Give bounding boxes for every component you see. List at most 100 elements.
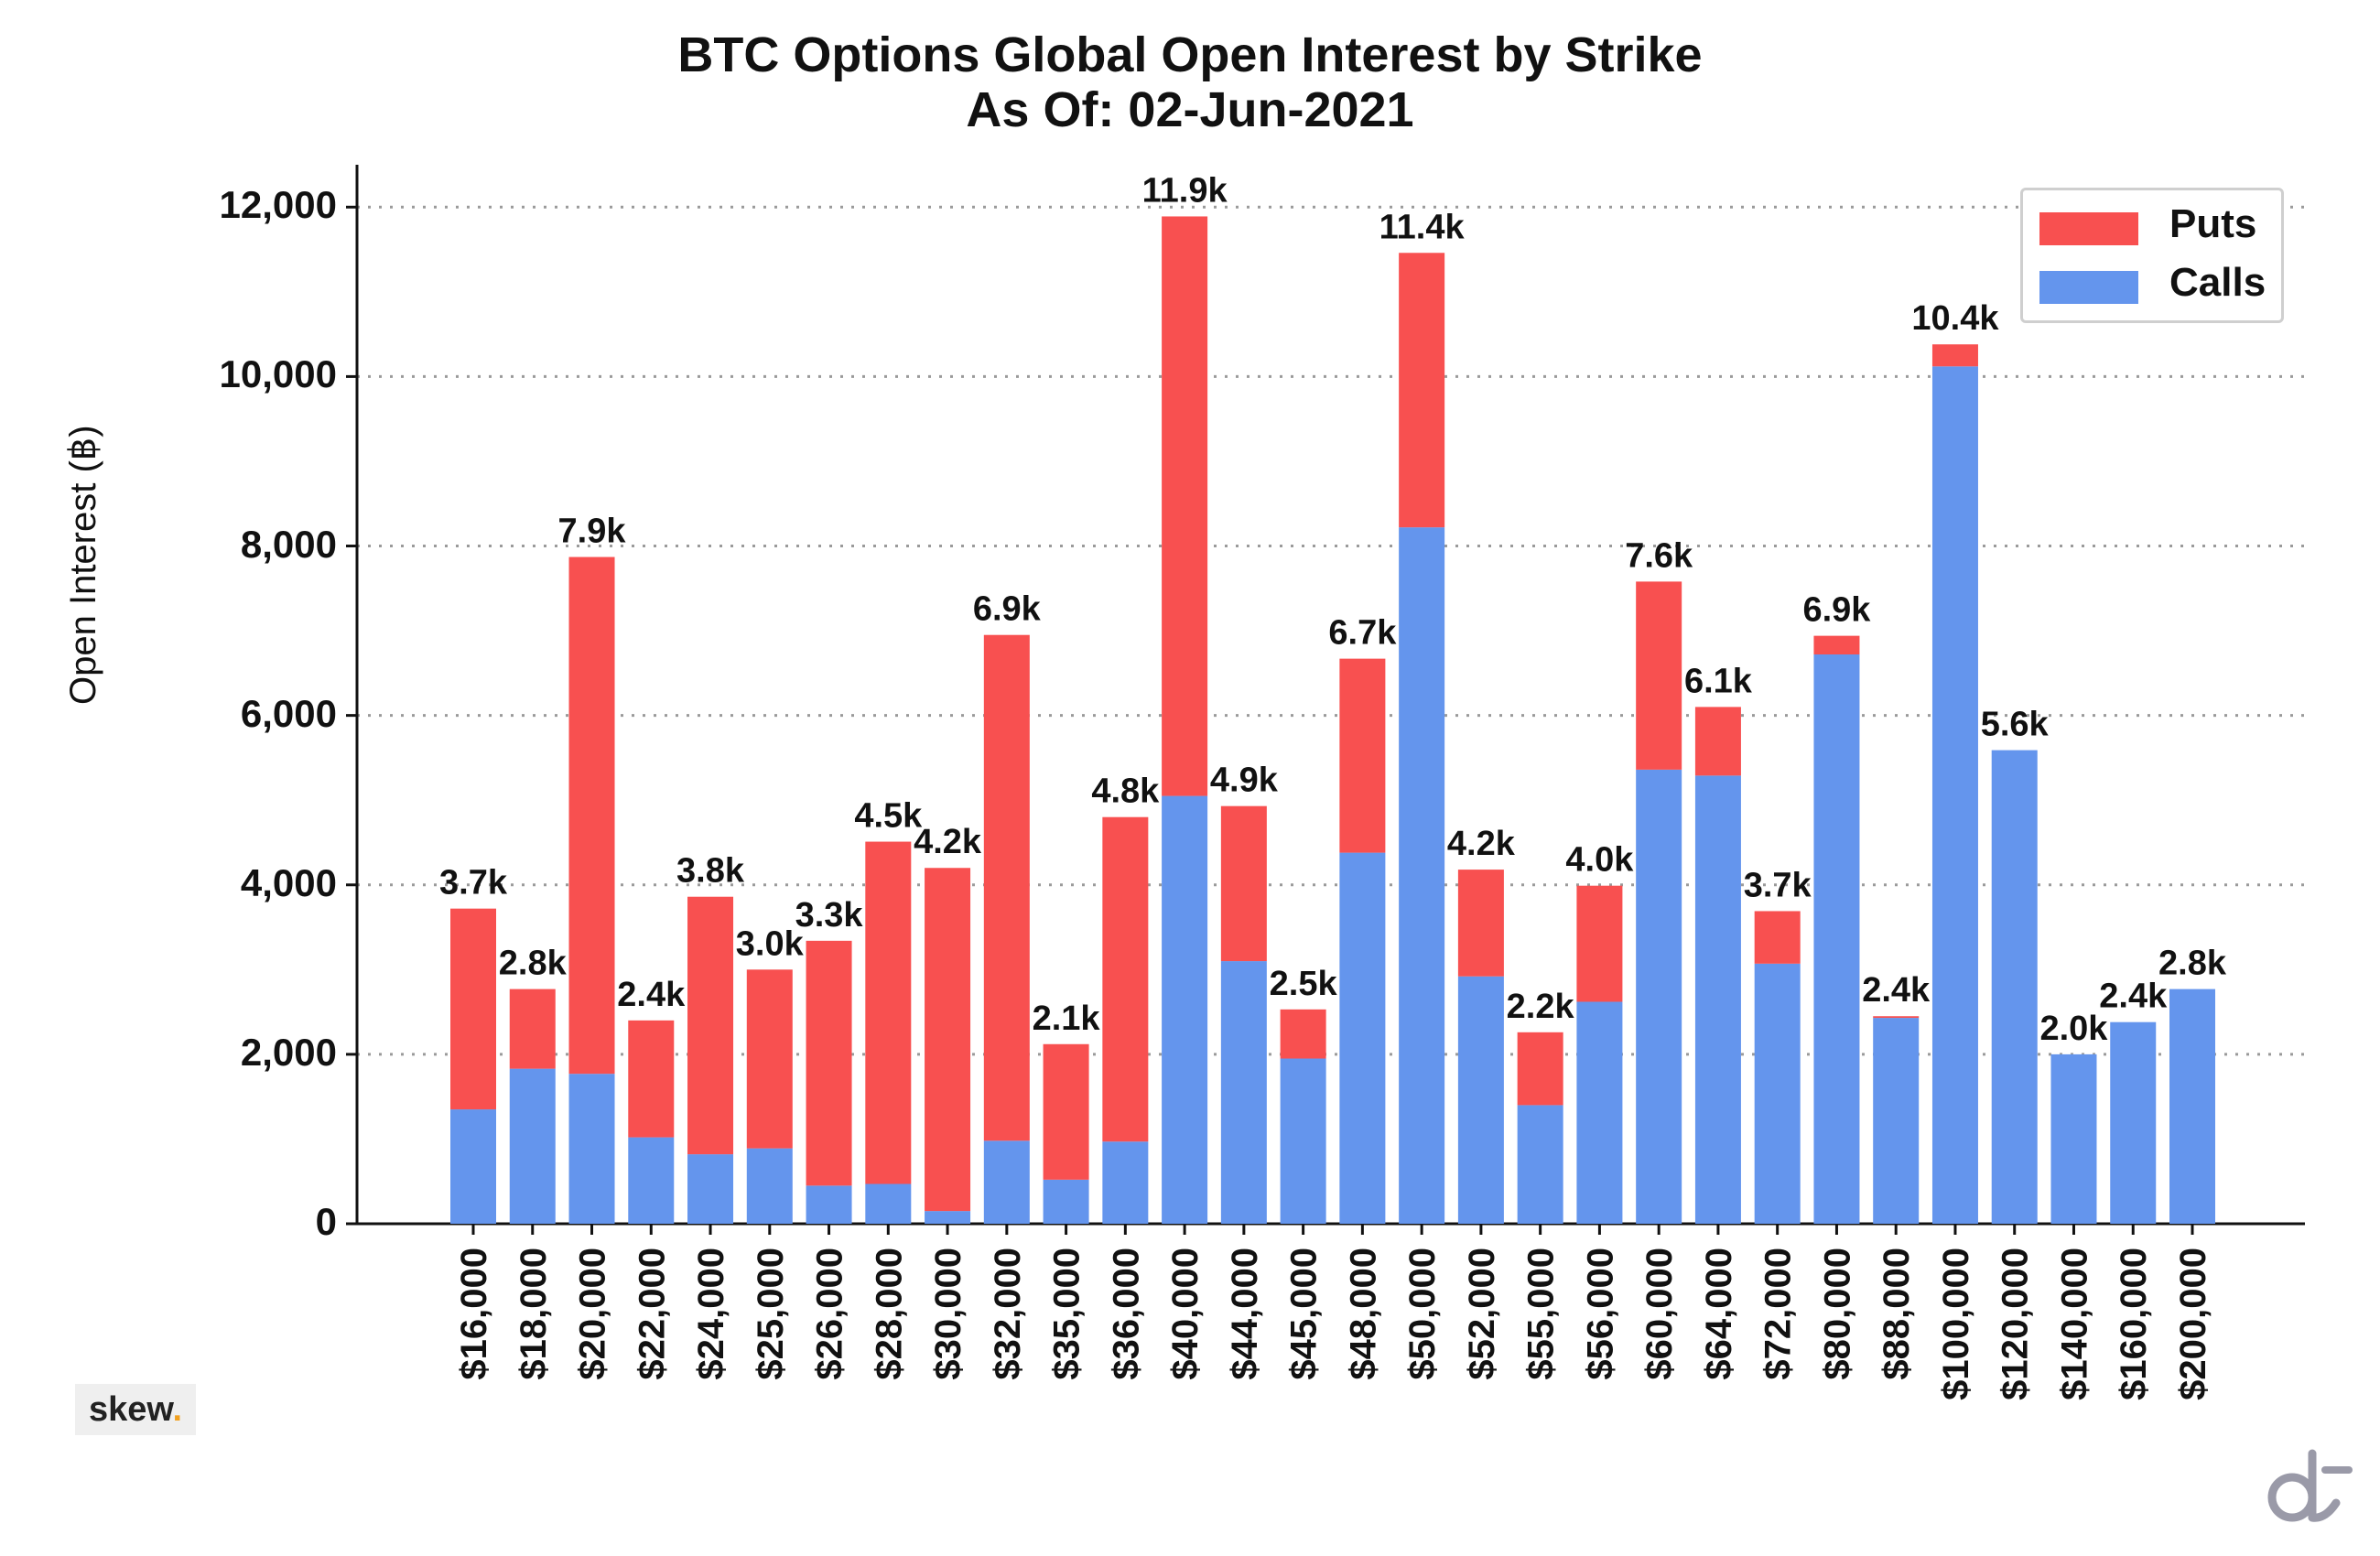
bar-total-label: 6.7k [1328, 614, 1397, 653]
bar-puts [1694, 707, 1741, 776]
bar-calls [1517, 1105, 1563, 1224]
bar-calls [1399, 527, 1445, 1224]
bar-calls [509, 1068, 556, 1224]
bar-total-label: 2.8k [499, 945, 568, 983]
bar-puts [628, 1020, 675, 1138]
y-tick-label: 12,000 [219, 183, 337, 227]
x-tick-label: $16,000 [454, 1248, 494, 1380]
legend-label-calls: Calls [2169, 260, 2266, 305]
bar-total-label: 3.0k [736, 924, 805, 963]
bar-calls [1991, 750, 2038, 1224]
x-tick-label: $88,000 [1877, 1248, 1917, 1380]
x-tick-label: $120,000 [1996, 1248, 2036, 1400]
bar-puts [687, 896, 734, 1155]
bar-calls [1931, 366, 1978, 1224]
bar-total-label: 4.0k [1565, 841, 1634, 880]
x-tick-label: $45,000 [1284, 1248, 1325, 1380]
bar-calls [1043, 1179, 1089, 1224]
bar-total-label: 3.7k [1744, 866, 1812, 904]
bar-puts [1043, 1043, 1089, 1180]
bar-calls [1162, 795, 1208, 1224]
chart-subtitle: As Of: 02-Jun-2021 [966, 82, 1414, 137]
legend-swatch-puts [2039, 212, 2138, 245]
y-tick-label: 0 [315, 1200, 337, 1243]
x-tick-label: $55,000 [1521, 1248, 1562, 1380]
bar-puts [1399, 253, 1445, 528]
x-tick-label: $25,000 [751, 1248, 791, 1380]
x-tick-label: $32,000 [988, 1248, 1028, 1380]
x-tick-label: $48,000 [1343, 1248, 1383, 1380]
bar-puts [1873, 1016, 1920, 1019]
bar-total-label: 6.9k [973, 590, 1042, 629]
bar-total-label: 5.6k [1981, 706, 2050, 744]
bar-calls [746, 1148, 793, 1224]
bar-puts [1517, 1032, 1563, 1106]
bar-total-label: 11.9k [1142, 171, 1228, 210]
bar-puts [1339, 658, 1386, 853]
x-tick-label: $18,000 [514, 1248, 554, 1380]
bar-calls [1873, 1018, 1920, 1224]
bar-total-label: 7.9k [558, 513, 627, 551]
bar-calls [1754, 963, 1801, 1224]
bar-total-label: 2.4k [2099, 978, 2168, 1016]
legend-item-puts[interactable]: Puts [2023, 196, 2281, 251]
bar-calls [1220, 961, 1267, 1224]
bar-puts [1280, 1009, 1326, 1059]
skew-logo-text: skew [88, 1390, 173, 1429]
bar-calls [628, 1137, 675, 1224]
bar-calls [925, 1211, 971, 1224]
bar-total-label: 4.8k [1091, 773, 1160, 811]
bar-total-label: 10.4k [1911, 299, 1999, 338]
bar-calls [568, 1074, 615, 1224]
bar-total-label: 7.6k [1625, 536, 1693, 575]
bar-total-label: 6.1k [1684, 662, 1753, 700]
bar-total-label: 2.0k [2039, 1010, 2108, 1048]
bar-calls [2050, 1054, 2097, 1224]
bar-puts [983, 634, 1030, 1141]
x-tick-label: $100,000 [1936, 1248, 1976, 1400]
bar-puts [1636, 581, 1682, 770]
bar-calls [2169, 989, 2215, 1224]
x-tick-label: $36,000 [1106, 1248, 1146, 1380]
bar-total-label: 2.4k [617, 976, 686, 1014]
bar-puts [1754, 911, 1801, 964]
bar-calls [1576, 1001, 1623, 1224]
chart-title: BTC Options Global Open Interest by Stri… [677, 27, 1703, 82]
bar-calls [806, 1185, 852, 1224]
bar-total-label: 11.4k [1379, 208, 1466, 246]
bar-calls [865, 1183, 912, 1224]
bar-calls [1339, 852, 1386, 1224]
bar-puts [925, 868, 971, 1212]
bar-calls [1694, 775, 1741, 1224]
legend-item-calls[interactable]: Calls [2023, 254, 2281, 309]
x-tick-label: $80,000 [1817, 1248, 1857, 1380]
x-tick-label: $35,000 [1047, 1248, 1087, 1380]
bar-puts [746, 969, 793, 1149]
x-tick-label: $30,000 [928, 1248, 968, 1380]
bar-total-label: 2.4k [1862, 971, 1931, 1010]
bar-calls [1102, 1141, 1149, 1224]
legend-swatch-calls [2039, 271, 2138, 304]
bar-total-label: 2.2k [1507, 988, 1575, 1026]
x-tick-label: $28,000 [869, 1248, 909, 1380]
y-tick-label: 4,000 [240, 860, 337, 904]
bar-calls [687, 1154, 734, 1224]
bar-puts [450, 908, 496, 1110]
bar-puts [1576, 885, 1623, 1002]
x-tick-label: $72,000 [1758, 1248, 1799, 1380]
bar-puts [1813, 635, 1860, 654]
x-tick-label: $56,000 [1580, 1248, 1620, 1380]
x-tick-label: $200,000 [2173, 1248, 2213, 1400]
bar-total-label: 2.1k [1033, 1000, 1101, 1038]
bar-puts [865, 841, 912, 1184]
bar-puts [1931, 344, 1978, 367]
x-tick-label: $40,000 [1165, 1248, 1206, 1380]
bar-calls [1636, 769, 1682, 1224]
x-tick-label: $52,000 [1462, 1248, 1502, 1380]
bar-calls [983, 1140, 1030, 1224]
legend[interactable]: Puts Calls [2020, 188, 2284, 323]
bar-total-label: 4.2k [1447, 825, 1516, 863]
bar-calls [1280, 1058, 1326, 1224]
